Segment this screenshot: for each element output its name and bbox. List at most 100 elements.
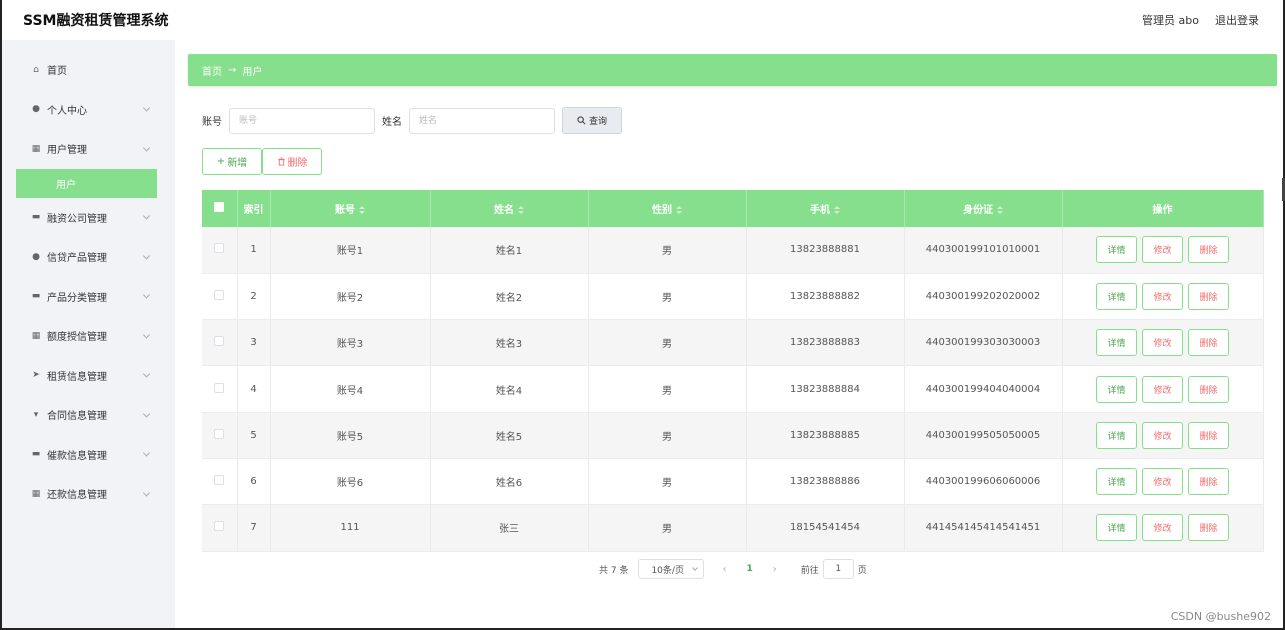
breadcrumb-home[interactable]: 首页 (202, 66, 222, 78)
edit-button[interactable]: 修改 (1142, 514, 1183, 542)
sidebar-item-7[interactable]: ➤ 租赁信息管理 (16, 356, 157, 396)
cell-index: 2 (237, 273, 271, 321)
app-title: SSM融资租赁管理系统 (23, 13, 169, 29)
sidebar-item-label: 融资公司管理 (47, 213, 107, 225)
grid-icon: ▦ (31, 488, 41, 499)
sidebar-item-5[interactable]: ▬ 产品分类管理 (16, 277, 157, 317)
cell-phone: 13823888882 (746, 273, 905, 321)
edit-button[interactable]: 修改 (1142, 375, 1183, 403)
cell-actions: 详情 修改 删除 (1062, 319, 1264, 367)
cell-actions: 详情 修改 删除 (1062, 458, 1264, 506)
edit-button[interactable]: 修改 (1142, 329, 1183, 357)
row-checkbox[interactable] (202, 458, 238, 506)
send-icon: ➤ (32, 370, 40, 381)
sidebar-item-6[interactable]: ▦ 额度授信管理 (16, 316, 157, 356)
select-all-checkbox[interactable] (202, 190, 238, 227)
cell-name: 姓名4 (430, 365, 589, 413)
sidebar-item-0[interactable]: ⌂ 首页 (16, 50, 157, 90)
scrollbar-handle[interactable] (1282, 178, 1285, 201)
sidebar-item-2[interactable]: ▦ 用户管理 (16, 129, 157, 169)
cell-id-card: 440300199505050005 (904, 412, 1063, 459)
row-checkbox[interactable] (202, 504, 238, 552)
row-delete-button[interactable]: 删除 (1188, 421, 1229, 449)
edit-button[interactable]: 修改 (1142, 282, 1183, 310)
row-delete-button[interactable]: 删除 (1188, 236, 1229, 264)
sort-icon[interactable] (834, 206, 840, 214)
row-delete-button[interactable]: 删除 (1188, 514, 1229, 542)
sidebar-item-label: 合同信息管理 (47, 411, 107, 423)
table-row: 3 账号3 姓名3 男 13823888883 440300199303030003 详情修… (202, 319, 1264, 367)
sort-icon[interactable] (359, 206, 365, 214)
grid-icon: ▦ (31, 143, 41, 154)
batch-delete-button[interactable]: 删除 (262, 148, 322, 175)
page-size-select[interactable]: 10条/页 (638, 559, 705, 579)
sort-icon[interactable] (518, 206, 524, 214)
detail-button[interactable]: 详情 (1096, 375, 1137, 403)
sidebar-menu: ⌂ 首页 ● 个人中心 ▦ 用户管理 用户 ▬ 融资公司管理 ● 信贷产品管理 ▬ 产品分类管理 ▦ 额度授… (16, 50, 157, 514)
user-icon: ● (32, 104, 40, 115)
column-header-name[interactable]: 姓名 (430, 190, 589, 227)
query-button-label: 查询 (588, 117, 607, 127)
chevron-down-icon (142, 212, 151, 220)
edit-button[interactable]: 修改 (1142, 468, 1183, 496)
logout-link[interactable]: 退出登录 (1215, 14, 1259, 27)
row-checkbox[interactable] (202, 412, 238, 459)
sidebar-item-9[interactable]: ▬ 催款信息管理 (16, 435, 157, 475)
next-page-button[interactable]: › (772, 563, 777, 575)
row-checkbox[interactable] (202, 273, 238, 321)
edit-button[interactable]: 修改 (1142, 421, 1183, 449)
edit-button[interactable]: 修改 (1142, 236, 1183, 264)
detail-button[interactable]: 详情 (1096, 514, 1137, 542)
row-delete-button[interactable]: 删除 (1188, 282, 1229, 310)
add-button[interactable]: + 新增 (202, 148, 262, 175)
detail-button[interactable]: 详情 (1096, 236, 1137, 264)
sidebar-item-3[interactable]: ▬ 融资公司管理 (16, 198, 157, 238)
top-header: SSM融资租赁管理系统 管理员 abo 退出登录 (2, 0, 1283, 40)
cell-index: 3 (237, 319, 271, 367)
column-header-account[interactable]: 账号 (270, 190, 431, 227)
sort-icon[interactable] (997, 206, 1003, 214)
cell-account: 账号2 (270, 273, 431, 321)
detail-button[interactable]: 详情 (1096, 421, 1137, 449)
breadcrumb-current: 用户 (242, 66, 263, 78)
sidebar-item-4[interactable]: ● 信贷产品管理 (16, 237, 157, 277)
sidebar-item-label: 额度授信管理 (47, 332, 107, 344)
account-search-input[interactable] (229, 107, 375, 134)
page-number-current[interactable]: 1 (746, 564, 753, 574)
row-checkbox[interactable] (202, 365, 238, 413)
cell-index: 5 (237, 412, 271, 459)
detail-button[interactable]: 详情 (1096, 329, 1137, 357)
cell-actions: 详情 修改 删除 (1062, 504, 1264, 552)
row-delete-button[interactable]: 删除 (1188, 468, 1229, 496)
sidebar-item-1[interactable]: ● 个人中心 (16, 90, 157, 130)
column-header-phone[interactable]: 手机 (746, 190, 905, 227)
cell-name: 姓名6 (430, 458, 589, 506)
row-delete-button[interactable]: 删除 (1188, 375, 1229, 403)
goto-page-input[interactable]: 1 (822, 559, 854, 579)
cell-phone: 13823888881 (746, 227, 905, 274)
sort-icon[interactable] (676, 206, 682, 214)
row-checkbox[interactable] (202, 227, 238, 274)
sidebar-item-10[interactable]: ▦ 还款信息管理 (16, 474, 157, 514)
column-header-gender[interactable]: 性别 (588, 190, 747, 227)
row-checkbox[interactable] (202, 319, 238, 367)
sidebar-item-label: 还款信息管理 (47, 490, 107, 502)
cell-gender: 男 (588, 319, 747, 367)
cell-account: 账号4 (270, 365, 431, 413)
column-header-id-card[interactable]: 身份证 (904, 190, 1063, 227)
cell-gender: 男 (588, 458, 747, 506)
sidebar-item-8[interactable]: ▾ 合同信息管理 (16, 395, 157, 435)
cell-gender: 男 (588, 227, 747, 274)
detail-button[interactable]: 详情 (1096, 282, 1137, 310)
name-search-input[interactable] (409, 107, 555, 134)
query-button[interactable]: 查询 (562, 107, 622, 134)
row-delete-button[interactable]: 删除 (1188, 329, 1229, 357)
cell-id-card: 441454145414541451 (904, 504, 1063, 552)
cell-name: 张三 (430, 504, 589, 552)
sidebar-subitem-users[interactable]: 用户 (16, 168, 157, 198)
prev-page-button[interactable]: ‹ (722, 563, 727, 575)
search-form: 账号 姓名 查询 (202, 107, 622, 134)
cell-name: 姓名5 (430, 412, 589, 459)
detail-button[interactable]: 详情 (1096, 468, 1137, 496)
